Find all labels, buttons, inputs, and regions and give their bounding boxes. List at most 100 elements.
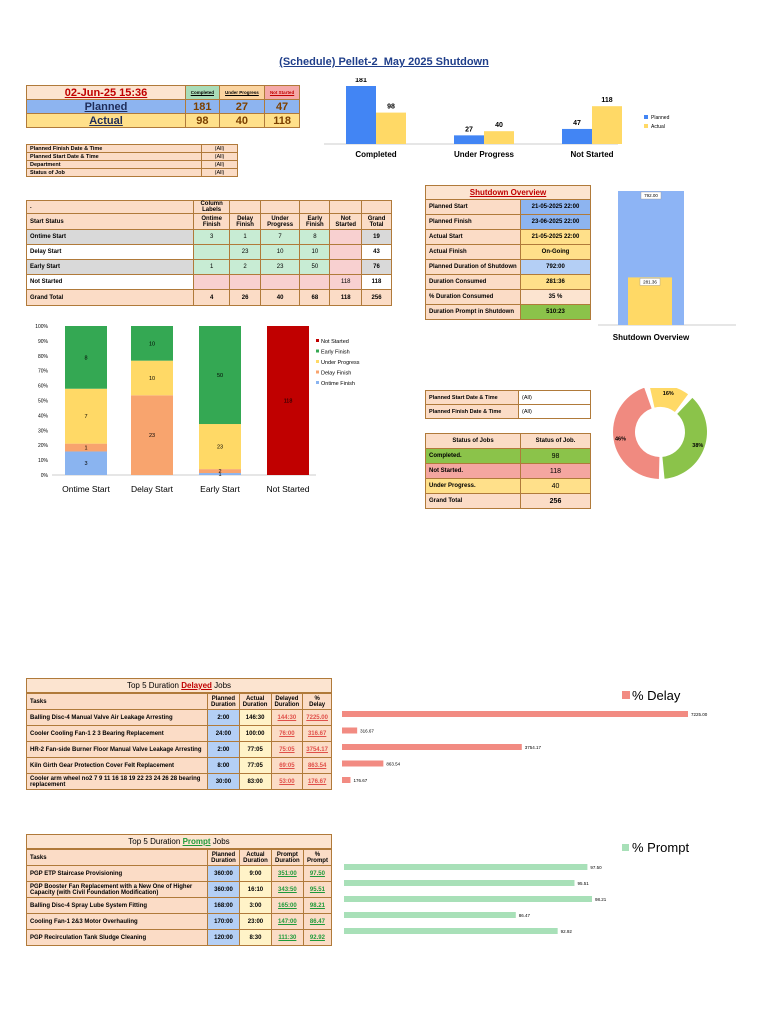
- prompt-header: % Prompt: [302, 849, 333, 866]
- y-tick-label: 70%: [38, 369, 49, 375]
- delayed-header: % Delay: [302, 693, 332, 710]
- status-table: Status of Jobs Status of Job. Completed.…: [425, 433, 591, 509]
- bar-actual: [484, 131, 514, 144]
- bar-data-label: 118: [601, 97, 612, 104]
- delayed-header: Tasks: [26, 693, 208, 710]
- prompt-task: Cooling Fan-1 2&3 Motor Overhauling: [26, 913, 208, 930]
- delayed-title-post: Jobs: [211, 681, 232, 690]
- delayed-cell: 53:00: [270, 773, 304, 790]
- filter-value[interactable]: (All): [201, 160, 238, 169]
- status-row: Not Started. 118: [425, 463, 591, 479]
- overview-label: % Duration Consumed: [425, 289, 521, 305]
- pivot-row: Delay Start 23 10 10 43: [26, 244, 392, 260]
- segment-data-label: 23: [149, 433, 155, 439]
- legend-swatch: [316, 370, 319, 374]
- filter-row[interactable]: Planned Start Date & Time (All): [425, 390, 591, 405]
- delayed-cell: 77:05: [238, 741, 272, 758]
- overview-row: Actual Finish On-Going: [425, 244, 591, 260]
- pivot-cell: 8: [299, 229, 331, 245]
- pivot-row-header[interactable]: Start Status: [26, 213, 194, 230]
- filter-row[interactable]: Planned Finish Date & Time (All): [26, 144, 238, 153]
- pivot-column-labels[interactable]: Column Labels: [192, 200, 231, 214]
- pivot-col-header: Under Progress: [259, 213, 301, 230]
- pivot-cell: 2: [229, 259, 261, 275]
- filter-value[interactable]: (All): [201, 152, 238, 161]
- pivot-cell: 118: [329, 274, 363, 290]
- category-label: Not Started: [570, 150, 613, 159]
- stack-segment: [199, 473, 241, 475]
- pivot-cell: 50: [299, 259, 331, 275]
- legend-label: Early Finish: [321, 350, 350, 356]
- delayed-cell: 76:00: [270, 725, 304, 742]
- prompt-data-label: 95.51: [577, 881, 589, 886]
- y-tick-label: 90%: [38, 339, 49, 345]
- pivot-cell: [192, 244, 231, 260]
- overview-value: 792:00: [520, 259, 591, 275]
- pivot-col-header: Delay Finish: [229, 213, 261, 230]
- filter-value[interactable]: (All): [201, 168, 238, 177]
- pivot-cell: 23: [259, 259, 301, 275]
- legend-label: Ontime Finish: [321, 381, 355, 387]
- prompt-title-post: Jobs: [210, 837, 230, 846]
- overview-value: 21-05-2025 22:00: [520, 199, 591, 215]
- pivot-cell: 1: [229, 229, 261, 245]
- overview-row: Planned Duration of Shutdown 792:00: [425, 259, 591, 275]
- filter-label: Planned Start Date & Time: [26, 152, 202, 161]
- prompt-task: PGP Booster Fan Replacement with a New O…: [26, 881, 208, 898]
- filter-value[interactable]: (All): [201, 144, 238, 153]
- summary-value: 40: [218, 113, 266, 128]
- pivot-row: Early Start 1 2 23 50 76: [26, 259, 392, 275]
- prompt-cell: 86.47: [302, 913, 333, 930]
- category-label: Early Start: [200, 484, 240, 494]
- delayed-task: HR-2 Fan-side Burner Floor Manual Valve …: [26, 741, 208, 758]
- filter-row[interactable]: Status of Job (All): [26, 168, 238, 177]
- overview-label: Duration Consumed: [425, 274, 521, 290]
- status-value: 98: [520, 448, 591, 464]
- delayed-cell: 176.67: [302, 773, 332, 790]
- stack-segment: [65, 326, 107, 389]
- delay-bar: [342, 711, 688, 717]
- pivot-cell: [259, 274, 301, 290]
- overview-label: Duration Prompt in Shutdown: [425, 304, 521, 320]
- overview-row: Planned Start 21-05-2025 22:00: [425, 199, 591, 215]
- prompt-cell: 3:00: [238, 897, 272, 914]
- status-label: Completed.: [425, 448, 521, 464]
- stack-segment: [199, 469, 241, 474]
- delayed-row: HR-2 Fan-side Burner Floor Manual Valve …: [26, 741, 332, 758]
- stack-segment: [131, 360, 173, 396]
- summary-row-label: Planned: [26, 99, 186, 114]
- delayed-row: Cooler arm wheel no2 7 9 11 16 18 19 22 …: [26, 773, 332, 790]
- y-tick-label: 50%: [38, 399, 49, 405]
- pivot-row-label: Not Started: [26, 274, 194, 290]
- filter-row[interactable]: Planned Start Date & Time (All): [26, 152, 238, 161]
- prompt-title-pre: Top 5 Duration: [128, 837, 183, 846]
- filter-row[interactable]: Planned Finish Date & Time (All): [425, 404, 591, 419]
- category-label: Completed: [355, 150, 396, 159]
- overview-label: Actual Finish: [425, 244, 521, 260]
- filter-row[interactable]: Department (All): [26, 160, 238, 169]
- delayed-cell: 2:00: [207, 741, 240, 758]
- segment-data-label: 7: [84, 414, 87, 420]
- overview-data-label-box: [639, 278, 661, 286]
- filter-value[interactable]: (All): [518, 390, 591, 405]
- summary-table: 02-Jun-25 15:36 Completed Under Progress…: [26, 85, 300, 128]
- pivot-cell: 256: [361, 289, 392, 306]
- pivot-cell: 1: [192, 259, 231, 275]
- bar-planned: [454, 135, 484, 144]
- pivot-cell: 68: [299, 289, 331, 306]
- delayed-header: Delayed Duration: [270, 693, 304, 710]
- y-tick-label: 30%: [38, 428, 49, 434]
- segment-data-label: 1: [84, 446, 87, 452]
- delayed-cell: 863.54: [302, 757, 332, 774]
- bar-data-label: 98: [387, 104, 395, 111]
- legend-swatch: [644, 124, 648, 128]
- status-row: Under Progress. 40: [425, 478, 591, 494]
- legend-swatch: [622, 691, 630, 699]
- status-header: Status of Jobs: [425, 433, 521, 449]
- legend-swatch: [622, 844, 629, 851]
- filter-value[interactable]: (All): [518, 404, 591, 419]
- summary-value: 118: [264, 113, 300, 128]
- prompt-cell: 120:00: [207, 929, 240, 946]
- stack-segment: [267, 326, 309, 475]
- delayed-cell: 144:30: [270, 709, 304, 726]
